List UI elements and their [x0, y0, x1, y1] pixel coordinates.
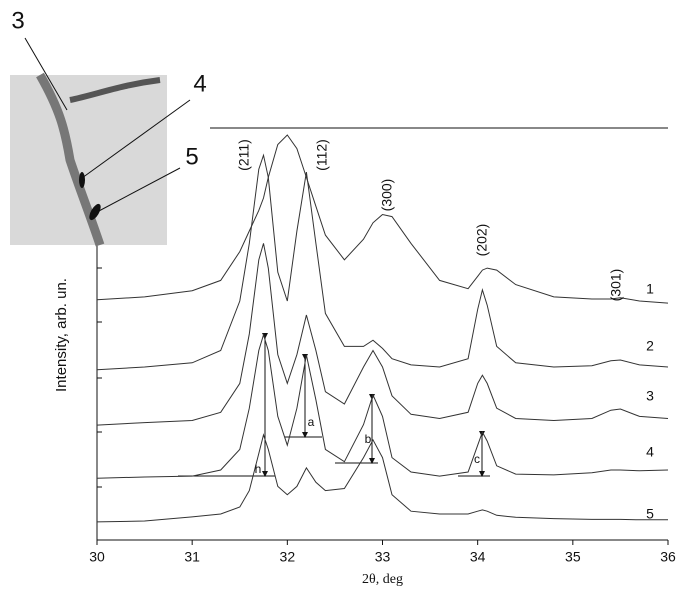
y-axis-marks [97, 267, 102, 488]
curve-label: 5 [646, 506, 654, 522]
inset [10, 37, 191, 247]
measure-label: h [255, 462, 262, 476]
inset-label: 4 [193, 70, 206, 97]
curve-label: 1 [646, 281, 654, 297]
inset-label: 3 [11, 7, 24, 34]
y-axis-label: Intensity, arb. un. [53, 278, 70, 392]
x-tick-label: 36 [660, 549, 676, 565]
peak-label: (300) [379, 179, 395, 212]
xrd-curve [96, 433, 668, 523]
x-tick-label: 35 [565, 549, 581, 565]
peak-label: (202) [474, 224, 490, 257]
x-axis-label: 2θ, deg [362, 572, 403, 587]
measure-lines [178, 333, 490, 477]
peak-label: (211) [236, 139, 252, 171]
measure-label: c [474, 452, 480, 466]
curve-label: 2 [646, 338, 654, 354]
measure-label: b [365, 432, 372, 446]
peak-label: (112) [314, 139, 330, 171]
xrd-curve [96, 134, 669, 304]
xrd-curve [96, 333, 669, 479]
x-tick-label: 32 [280, 549, 296, 565]
xrd-curve [96, 153, 669, 371]
peak-label: (301) [608, 269, 624, 302]
x-tick-label: 34 [470, 549, 486, 565]
curve-label: 4 [646, 444, 654, 460]
x-tick-label: 33 [375, 549, 391, 565]
x-tick-label: 31 [184, 549, 200, 565]
inset-label: 5 [185, 143, 198, 170]
curve-label: 3 [646, 388, 654, 404]
measure-label: a [308, 415, 315, 429]
xrd-curve [96, 243, 669, 426]
x-tick-label: 30 [89, 549, 105, 565]
